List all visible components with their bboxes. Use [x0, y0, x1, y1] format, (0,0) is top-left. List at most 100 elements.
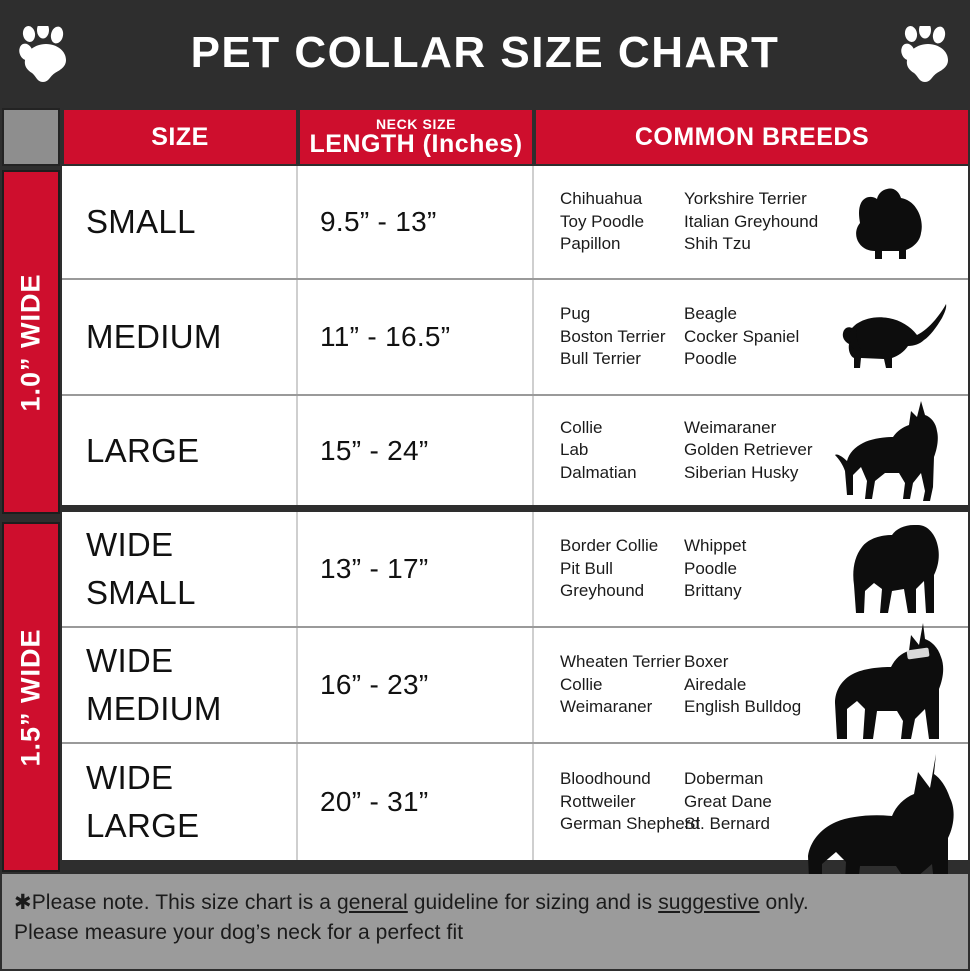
breed-list-primary: Pug Boston Terrier Bull Terrier — [534, 303, 684, 370]
breed-item: Papillon — [560, 234, 621, 254]
breed-item: Italian Greyhound — [684, 211, 819, 231]
size-label-line1: MEDIUM — [86, 318, 222, 356]
breed-item: Cocker Spaniel — [684, 326, 800, 346]
column-header-size-label: SIZE — [151, 122, 209, 151]
column-header-breeds-label: COMMON BREEDS — [634, 122, 870, 151]
size-label-line1: WIDE — [86, 759, 174, 797]
paw-print-icon — [901, 26, 948, 82]
breed-item: St. Bernard — [684, 814, 770, 834]
table-header-row: SIZE NECK SIZE LENGTH (Inches) COMMON BR… — [62, 108, 970, 166]
cell-breeds: Border Collie Pit Bull Greyhound Whippet… — [534, 512, 970, 626]
breed-list-secondary: Whippet Poodle Brittany — [684, 535, 834, 602]
breed-item: English Bulldog — [684, 697, 802, 717]
cell-length: 16” - 23” — [298, 628, 534, 742]
breed-item: Boxer — [684, 652, 729, 672]
size-label-line2: MEDIUM — [86, 690, 222, 727]
cell-size: LARGE — [62, 396, 298, 505]
breed-list-primary: Bloodhound Rottweiler German Shepherd — [534, 768, 700, 835]
breed-item: Golden Retriever — [684, 440, 813, 460]
breed-item: Weimaraner — [684, 417, 777, 437]
breed-list-secondary: Beagle Cocker Spaniel Poodle — [684, 303, 834, 370]
small-fluffy-dog-silhouette — [856, 188, 922, 259]
breed-item: Doberman — [684, 769, 764, 789]
paw-print-icon — [19, 26, 66, 82]
footer-underline-suggestive: suggestive — [658, 891, 760, 914]
footer-text-a: ✱Please note. This size chart is a — [14, 891, 338, 914]
cell-size: WIDE SMALL — [62, 512, 298, 626]
breed-item: Whippet — [684, 536, 747, 556]
breed-item: Weimaraner — [560, 697, 653, 717]
breed-item: Wheaten Terrier — [560, 652, 681, 672]
cell-size: WIDE LARGE — [62, 744, 298, 860]
cell-length: 15” - 24” — [298, 396, 534, 505]
breed-item: Dalmatian — [560, 462, 637, 482]
rail-corner-box — [2, 108, 60, 166]
breed-item: Chihuahua — [560, 189, 643, 209]
size-table: SIZE NECK SIZE LENGTH (Inches) COMMON BR… — [62, 108, 970, 860]
cell-length: 9.5” - 13” — [298, 166, 534, 278]
breed-list-secondary: Boxer Airedale English Bulldog — [684, 651, 834, 718]
table-row: WIDE MEDIUM 16” - 23” Wheaten Terrier Co… — [62, 623, 970, 744]
size-label-line2: SMALL — [86, 574, 196, 611]
cell-breeds: Pug Boston Terrier Bull Terrier Beagle C… — [534, 280, 970, 394]
breed-item: Lab — [560, 440, 589, 460]
breed-list-primary: Wheaten Terrier Collie Weimaraner — [534, 651, 684, 718]
section-label-text: 1.5” WIDE — [15, 627, 46, 767]
breed-item: Border Collie — [560, 536, 659, 556]
size-label-line2: LARGE — [86, 807, 200, 844]
column-header-size: SIZE — [62, 108, 298, 166]
cell-breeds: Wheaten Terrier Collie Weimaraner Boxer … — [534, 623, 970, 742]
breed-item: Poodle — [684, 349, 737, 369]
breed-item: Pug — [560, 304, 591, 324]
cell-length: 11” - 16.5” — [298, 280, 534, 394]
dog-silhouette-slot — [818, 623, 968, 742]
breed-item: Greyhound — [560, 581, 645, 601]
table-row: SMALL 9.5” - 13” Chihuahua Toy Poodle Pa… — [62, 166, 970, 280]
cell-size: WIDE MEDIUM — [62, 628, 298, 742]
size-label-line1: WIDE — [86, 642, 174, 680]
breed-item: Yorkshire Terrier — [684, 189, 807, 209]
footer-line-1: ✱Please note. This size chart is a gener… — [14, 888, 952, 918]
breed-list-secondary: Weimaraner Golden Retriever Siberian Hus… — [684, 417, 834, 484]
table-row: MEDIUM 11” - 16.5” Pug Boston Terrier Bu… — [62, 280, 970, 396]
breed-item: German Shepherd — [560, 814, 700, 834]
breed-list-primary: Chihuahua Toy Poodle Papillon — [534, 188, 684, 255]
table-row: WIDE LARGE 20” - 31” Bloodhound Rottweil… — [62, 744, 970, 860]
footer-underline-general: general — [337, 891, 408, 914]
breed-item: Beagle — [684, 304, 737, 324]
footer-line-2: Please measure your dog’s neck for a per… — [14, 921, 464, 945]
breed-list-secondary: Yorkshire Terrier Italian Greyhound Shih… — [684, 188, 834, 255]
cell-length: 20” - 31” — [298, 744, 534, 860]
breed-item: Shih Tzu — [684, 234, 751, 254]
cell-breeds: Chihuahua Toy Poodle Papillon Yorkshire … — [534, 166, 970, 278]
breed-item: Collie — [560, 417, 603, 437]
breed-item: Poodle — [684, 558, 737, 578]
dog-silhouette-slot — [818, 512, 968, 626]
column-header-length-sublabel: NECK SIZE — [375, 116, 457, 133]
footer-text-b: guideline for sizing and is — [407, 891, 659, 914]
section-label-text: 1.0” WIDE — [15, 272, 46, 412]
table-row: LARGE 15” - 24” Collie Lab Dalmatian Wei… — [62, 396, 970, 512]
chart-title-bar: PET COLLAR SIZE CHART — [0, 0, 970, 106]
breed-item: Collie — [560, 674, 603, 694]
cell-size: SMALL — [62, 166, 298, 278]
breed-item: Siberian Husky — [684, 462, 799, 482]
breed-item: Brittany — [684, 581, 742, 601]
beagle-silhouette — [842, 304, 947, 368]
footer-note: ✱Please note. This size chart is a gener… — [0, 874, 970, 971]
dog-silhouette-slot — [818, 280, 968, 394]
column-header-length-label: LENGTH (Inches) — [309, 129, 523, 158]
cell-breeds: Bloodhound Rottweiler German Shepherd Do… — [534, 744, 970, 860]
column-header-breeds: COMMON BREEDS — [534, 108, 970, 166]
size-label-line1: WIDE — [86, 526, 174, 564]
boxer-with-collar-silhouette — [835, 623, 944, 739]
page-title: PET COLLAR SIZE CHART — [190, 28, 780, 77]
standing-large-dog-silhouette — [835, 400, 938, 501]
breed-item: Rottweiler — [560, 791, 636, 811]
size-label-line1: SMALL — [86, 203, 196, 241]
column-header-length: NECK SIZE LENGTH (Inches) — [298, 108, 534, 166]
size-label-line1: LARGE — [86, 431, 200, 469]
cell-size: MEDIUM — [62, 280, 298, 394]
section-label-1-inch: 1.0” WIDE — [2, 170, 60, 514]
cell-breeds: Collie Lab Dalmatian Weimaraner Golden R… — [534, 396, 970, 505]
